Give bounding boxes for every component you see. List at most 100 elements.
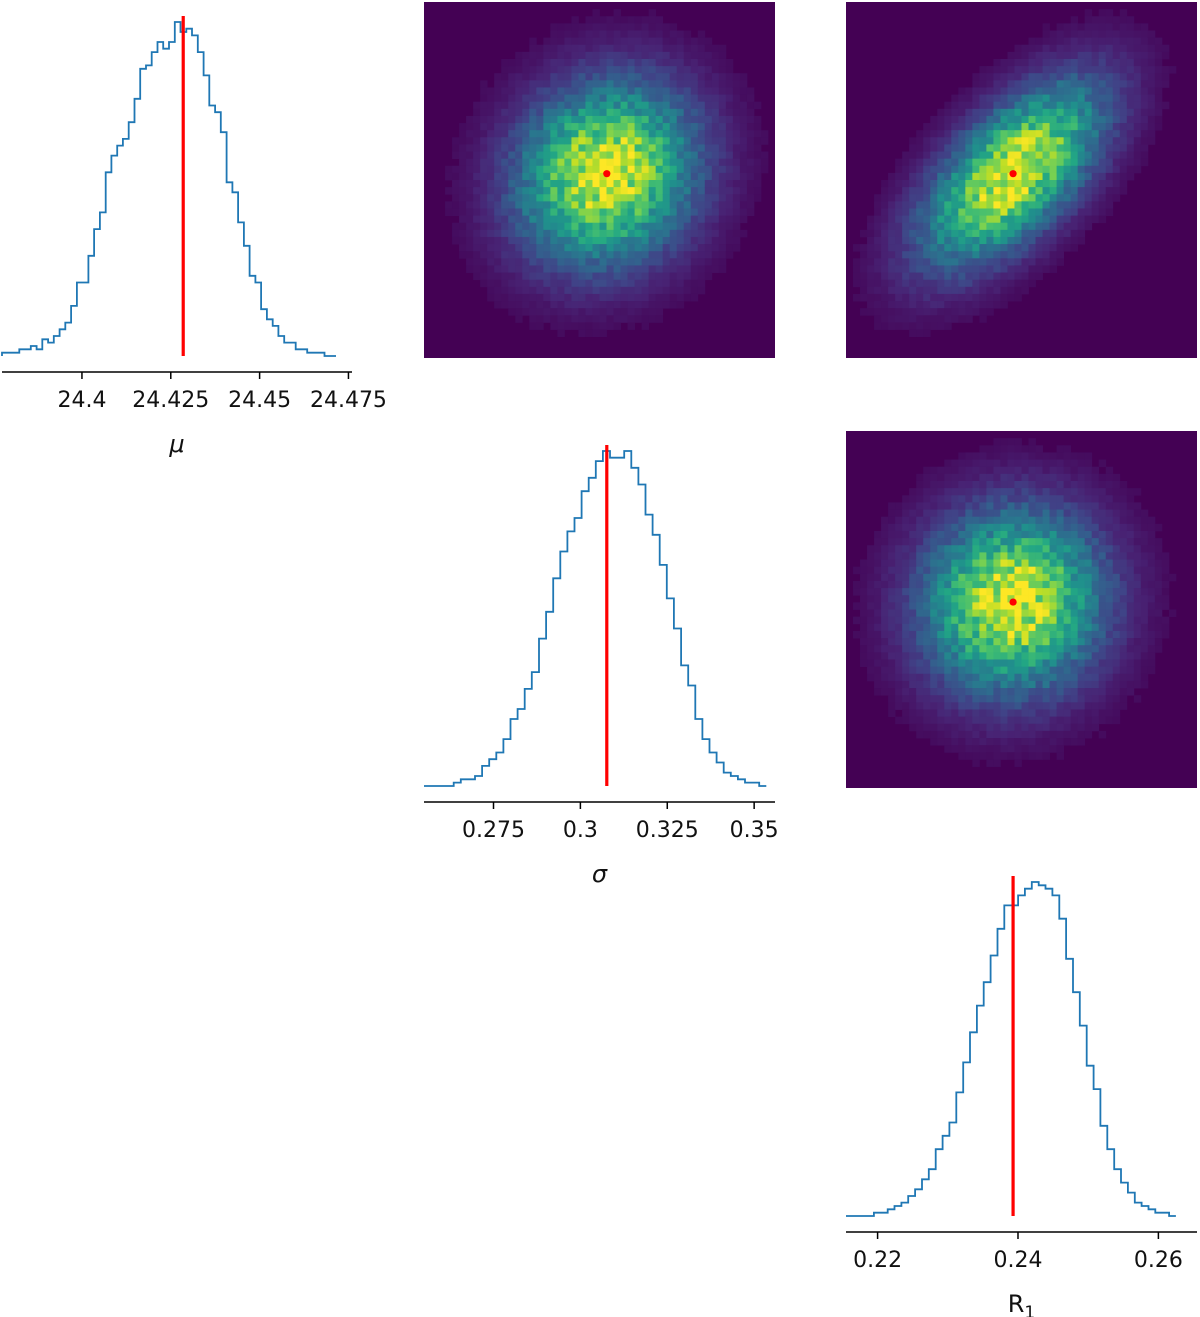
density-cell	[1042, 488, 1050, 496]
density-cell	[1077, 595, 1086, 603]
density-cell	[1126, 595, 1135, 603]
density-cell	[592, 130, 600, 138]
density-cell	[951, 702, 959, 710]
density-cell	[1021, 445, 1029, 453]
density-cell	[746, 108, 755, 117]
density-cell	[585, 236, 593, 245]
density-cell	[452, 222, 460, 231]
density-cell	[979, 180, 987, 188]
density-cell	[1161, 602, 1170, 610]
density-cell	[993, 573, 1001, 582]
density-cell	[1000, 616, 1008, 625]
density-cell	[1126, 516, 1135, 525]
density-cell	[965, 466, 973, 475]
density-cell	[958, 609, 966, 618]
density-cell	[923, 673, 931, 682]
density-cell	[916, 552, 924, 560]
density-cell	[888, 552, 896, 560]
density-cell	[690, 80, 699, 88]
density-cell	[1147, 58, 1156, 67]
density-cell	[972, 452, 980, 460]
density-cell	[578, 329, 586, 338]
density-cell	[1063, 530, 1072, 539]
density-cell	[599, 80, 607, 88]
density-cell	[944, 616, 952, 625]
density-cell	[1133, 680, 1142, 689]
density-cell	[599, 329, 607, 338]
density-cell	[452, 165, 460, 174]
density-cell	[1007, 602, 1015, 610]
density-cell	[867, 229, 875, 238]
density-cell	[655, 137, 664, 145]
density-cell	[1007, 73, 1015, 81]
density-cell	[480, 194, 488, 202]
density-cell	[986, 452, 994, 460]
density-cell	[725, 165, 734, 174]
density-cell	[1000, 580, 1008, 589]
density-cell	[1084, 187, 1093, 195]
density-cell	[1056, 229, 1065, 238]
density-cell	[543, 229, 551, 238]
density-cell	[888, 509, 896, 518]
density-cell	[697, 115, 706, 124]
density-cell	[965, 538, 973, 546]
density-cell	[909, 645, 917, 653]
density-cell	[1000, 293, 1008, 302]
density-cell	[1007, 51, 1015, 60]
density-cell	[1000, 123, 1008, 131]
density-cell	[1119, 509, 1128, 518]
density-cell	[874, 688, 882, 696]
density-cell	[1070, 130, 1079, 138]
density-cell	[1028, 688, 1036, 696]
density-cell	[1070, 609, 1079, 618]
density-cell	[550, 158, 558, 167]
density-cell	[1049, 108, 1057, 117]
density-cell	[993, 602, 1001, 610]
density-cell	[951, 201, 959, 209]
density-cell	[711, 58, 720, 67]
density-cell	[986, 94, 994, 103]
density-cell	[599, 115, 607, 124]
density-cell	[501, 115, 509, 124]
density-cell	[1021, 236, 1029, 245]
density-cell	[683, 66, 692, 74]
density-cell	[466, 229, 474, 238]
density-cell	[1084, 538, 1093, 546]
density-cell	[571, 73, 579, 81]
density-cell	[1007, 709, 1015, 717]
density-cell	[937, 466, 945, 475]
density-cell	[888, 194, 896, 202]
density-cell	[753, 130, 762, 138]
density-cell	[972, 94, 980, 103]
density-cell	[543, 101, 551, 110]
density-cell	[655, 293, 664, 302]
density-cell	[543, 279, 551, 288]
density-cell	[662, 165, 671, 174]
density-cell	[515, 172, 523, 181]
density-cell	[867, 215, 875, 224]
density-cell	[972, 538, 980, 546]
density-cell	[592, 322, 600, 330]
density-cell	[874, 566, 882, 575]
density-cell	[909, 488, 917, 496]
density-cell	[1056, 37, 1065, 46]
density-cell	[697, 101, 706, 110]
density-cell	[923, 322, 931, 330]
density-cell	[641, 101, 650, 110]
density-cell	[972, 466, 980, 475]
density-cell	[958, 602, 966, 610]
density-cell	[937, 172, 945, 181]
density-cell	[1042, 180, 1050, 188]
density-cell	[930, 215, 938, 224]
density-cell	[676, 115, 685, 124]
density-cell	[536, 315, 544, 323]
density-cell	[860, 645, 868, 653]
density-cell	[1112, 51, 1121, 60]
density-cell	[578, 158, 586, 167]
density-cell	[965, 702, 973, 710]
density-cell	[965, 151, 973, 160]
density-cell	[986, 473, 994, 482]
density-cell	[718, 236, 727, 245]
density-cell	[888, 609, 896, 618]
density-cell	[697, 30, 706, 38]
